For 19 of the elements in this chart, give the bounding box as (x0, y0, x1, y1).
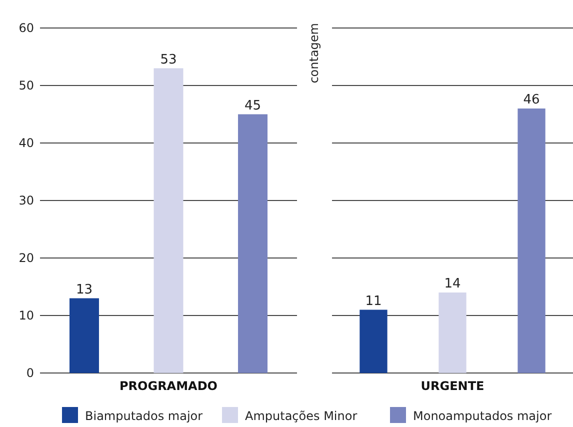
x-tick-label: PROGRAMADO (119, 379, 218, 393)
y-tick-label: 30 (18, 194, 34, 208)
legend-label: Biamputados major (85, 409, 203, 423)
legend-label: Amputações Minor (245, 409, 358, 423)
y-tick-label: 10 (18, 308, 34, 323)
x-tick-label: URGENTE (420, 379, 484, 393)
data-label: 46 (523, 92, 540, 108)
data-label: 45 (244, 98, 262, 114)
y-axis-title: contagem (307, 23, 321, 84)
y-tick-label: 50 (18, 78, 34, 93)
y-tick-label: 60 (18, 21, 34, 36)
legend-label: Monoamputados major (413, 409, 552, 423)
y-tick-label: 40 (18, 136, 34, 150)
data-label: 53 (160, 52, 177, 68)
data-label: 14 (444, 276, 461, 292)
data-label: 13 (76, 282, 93, 298)
data-label: 11 (365, 294, 382, 309)
y-tick-label: 20 (18, 251, 34, 266)
y-tick-label: 0 (26, 366, 34, 380)
